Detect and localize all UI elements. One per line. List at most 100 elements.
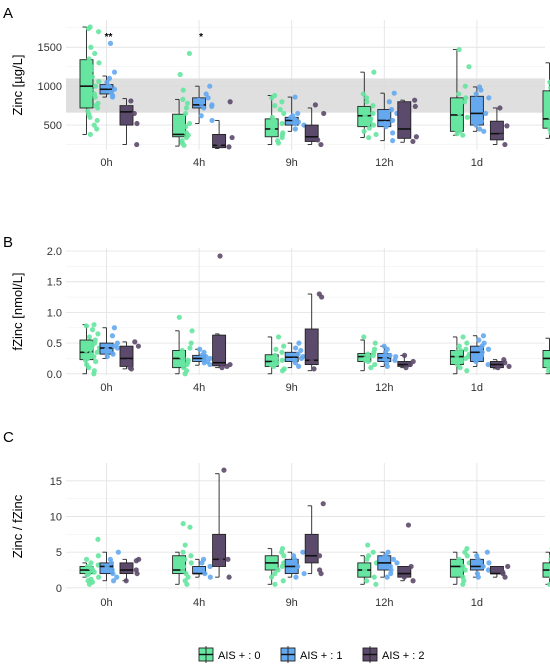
data-point — [203, 91, 209, 97]
data-point — [279, 368, 286, 374]
data-point — [274, 360, 280, 366]
data-point — [292, 360, 299, 366]
data-point — [89, 74, 95, 80]
data-point — [111, 86, 118, 92]
data-point — [207, 574, 213, 580]
data-point — [394, 560, 400, 566]
data-point — [91, 371, 97, 377]
data-point — [464, 368, 470, 374]
data-point — [293, 345, 299, 351]
data-point — [83, 556, 90, 562]
data-point — [547, 126, 550, 132]
data-point — [277, 106, 283, 113]
box — [397, 101, 412, 139]
data-point — [226, 574, 232, 580]
data-point — [401, 352, 408, 358]
data-point — [183, 134, 190, 141]
data-point — [363, 570, 369, 577]
data-point — [370, 122, 377, 128]
data-point — [319, 294, 325, 300]
data-point — [280, 578, 286, 584]
data-point — [176, 314, 182, 320]
data-point — [229, 134, 235, 141]
data-point — [106, 75, 113, 81]
data-point — [217, 253, 223, 259]
data-point — [115, 549, 121, 555]
data-point — [462, 83, 468, 89]
data-point — [365, 542, 371, 548]
data-point — [318, 570, 324, 577]
data-point — [91, 353, 97, 360]
data-point — [109, 333, 116, 339]
data-point — [179, 347, 185, 354]
data-point — [275, 140, 282, 146]
data-point — [506, 363, 512, 370]
data-point — [497, 105, 503, 111]
data-point — [123, 578, 129, 584]
x-tick-label: 0h — [100, 597, 112, 609]
data-point — [460, 581, 466, 587]
data-point — [383, 124, 389, 130]
data-point — [391, 90, 397, 96]
data-point — [128, 98, 134, 104]
data-point — [188, 560, 194, 566]
data-point — [485, 346, 492, 352]
data-point — [279, 134, 285, 141]
x-tick-label: 1d — [471, 382, 483, 394]
data-point — [125, 358, 131, 365]
data-point — [464, 553, 470, 559]
y-axis-title: Zinc / fZinc — [10, 494, 25, 558]
data-point — [114, 345, 121, 351]
data-point — [279, 99, 285, 105]
data-point — [226, 144, 232, 150]
y-tick-label: 1000 — [38, 81, 62, 93]
data-point — [123, 105, 130, 111]
data-point — [502, 574, 508, 580]
data-point — [273, 346, 279, 352]
data-point — [281, 553, 287, 559]
data-point — [87, 346, 94, 352]
data-point — [189, 328, 195, 334]
data-point — [183, 110, 189, 117]
data-point — [201, 105, 207, 111]
data-point — [114, 340, 121, 346]
data-point — [111, 69, 118, 75]
data-point — [279, 349, 285, 355]
data-point — [88, 67, 94, 74]
data-point — [87, 131, 93, 138]
data-point — [295, 563, 301, 570]
box — [212, 533, 227, 567]
data-point — [361, 334, 367, 340]
data-point — [475, 574, 481, 580]
data-point — [180, 114, 186, 120]
data-point — [295, 351, 301, 357]
data-point — [461, 99, 468, 105]
data-point — [466, 64, 472, 70]
y-tick-label: 1500 — [38, 42, 62, 54]
x-tick-label: 12h — [375, 382, 393, 394]
x-tick-label: 4h — [193, 597, 205, 609]
data-point — [94, 105, 101, 111]
data-point — [86, 56, 92, 62]
data-point — [309, 358, 315, 365]
data-point — [288, 560, 294, 566]
data-point — [315, 137, 321, 143]
data-point — [184, 581, 190, 587]
data-point — [486, 95, 492, 101]
data-point — [412, 97, 418, 103]
y-tick-label: 500 — [44, 120, 62, 132]
data-point — [128, 366, 135, 372]
data-point — [83, 97, 89, 103]
data-point — [366, 134, 372, 141]
data-point — [480, 333, 487, 339]
data-point — [92, 83, 99, 89]
data-point — [453, 120, 459, 127]
data-point — [104, 349, 110, 355]
data-point — [296, 340, 302, 346]
data-point — [545, 368, 550, 374]
data-point — [209, 117, 215, 124]
data-point — [473, 122, 479, 128]
x-tick-label: 1d — [471, 157, 483, 169]
box — [212, 133, 227, 149]
data-point — [484, 549, 490, 555]
